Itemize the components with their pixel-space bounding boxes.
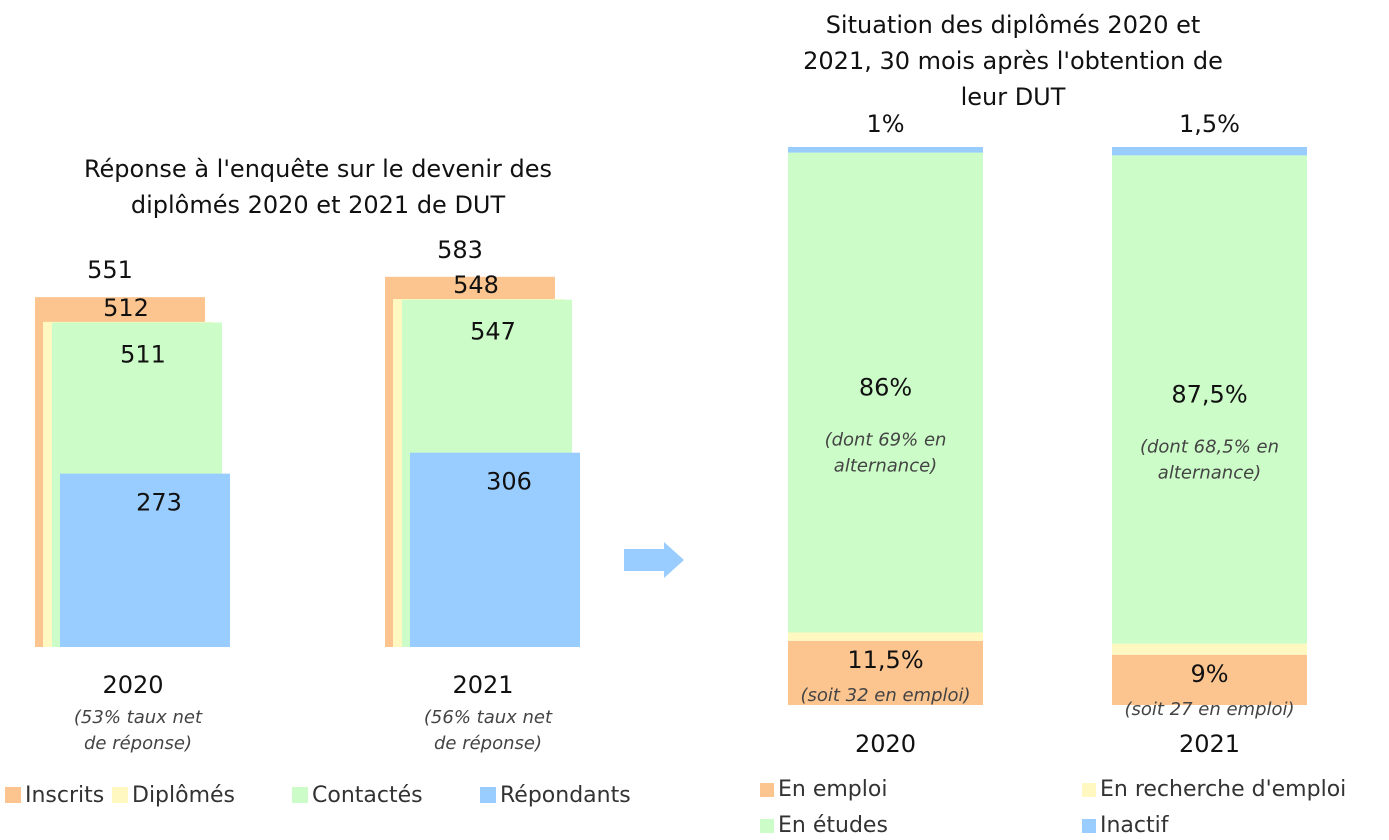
bar-segment [1112, 643, 1307, 655]
legend-swatch [1082, 783, 1096, 797]
value-label: 1,5% [1179, 110, 1240, 138]
legend-label: En recherche d'emploi [1100, 777, 1346, 802]
legend-label: Inscrits [25, 783, 104, 808]
bar-segment [1112, 654, 1307, 705]
category-note: (56% taux net [424, 707, 553, 728]
legend-swatch [5, 787, 21, 803]
value-label: 87,5% [1171, 380, 1247, 408]
bar-segment [788, 152, 983, 633]
value-label: 86% [859, 374, 912, 402]
bar [60, 473, 230, 647]
segment-note: (dont 69% en [825, 430, 947, 451]
value-label: 273 [136, 489, 182, 517]
legend-swatch [760, 783, 774, 797]
value-label: 1% [866, 110, 904, 138]
bar-segment [1112, 155, 1307, 644]
bar-segment [788, 640, 983, 705]
chart-title: diplômés 2020 et 2021 de DUT [131, 191, 506, 219]
legend-label: Inactif [1100, 813, 1170, 838]
x-tick-label: 2021 [1179, 730, 1240, 758]
segment-note: alternance) [1158, 462, 1261, 483]
value-label: 547 [470, 318, 516, 346]
segment-note: (dont 68,5% en [1140, 436, 1279, 457]
bar-segment [788, 147, 983, 153]
legend-swatch [480, 787, 496, 803]
legend-label: Contactés [312, 783, 423, 808]
legend-swatch [1082, 819, 1096, 833]
chart-title: 2021, 30 mois après l'obtention de [803, 47, 1223, 75]
value-label: 511 [120, 341, 166, 369]
legend-swatch [112, 787, 128, 803]
value-label: 583 [437, 236, 483, 264]
value-label: 548 [453, 271, 499, 299]
x-tick-label: 2020 [102, 671, 163, 699]
chart-title: Situation des diplômés 2020 et [826, 11, 1201, 39]
category-note: (53% taux net [74, 707, 203, 728]
legend-label: Diplômés [132, 783, 235, 808]
x-tick-label: 2020 [855, 730, 916, 758]
legend-swatch [760, 819, 774, 833]
bar-segment [788, 632, 983, 641]
legend-label: Répondants [500, 783, 631, 808]
category-note: de réponse) [434, 733, 542, 754]
legend-label: En études [778, 813, 888, 838]
value-label: 551 [87, 256, 133, 284]
value-label: 9% [1190, 660, 1228, 688]
bar [410, 452, 580, 647]
bar-segment [1112, 147, 1307, 156]
legend-swatch [292, 787, 308, 803]
arrow [624, 542, 684, 578]
x-tick-label: 2021 [452, 671, 513, 699]
segment-note: alternance) [834, 456, 937, 477]
segment-note: (soit 27 en emploi) [1124, 699, 1294, 720]
segment-note: (soit 32 en emploi) [800, 685, 970, 706]
chart-title: Réponse à l'enquête sur le devenir des [84, 155, 552, 183]
value-label: 512 [103, 294, 149, 322]
legend-label: En emploi [778, 777, 887, 802]
value-label: 306 [486, 468, 532, 496]
category-note: de réponse) [84, 733, 192, 754]
value-label: 11,5% [847, 646, 923, 674]
chart-title: leur DUT [961, 83, 1066, 111]
